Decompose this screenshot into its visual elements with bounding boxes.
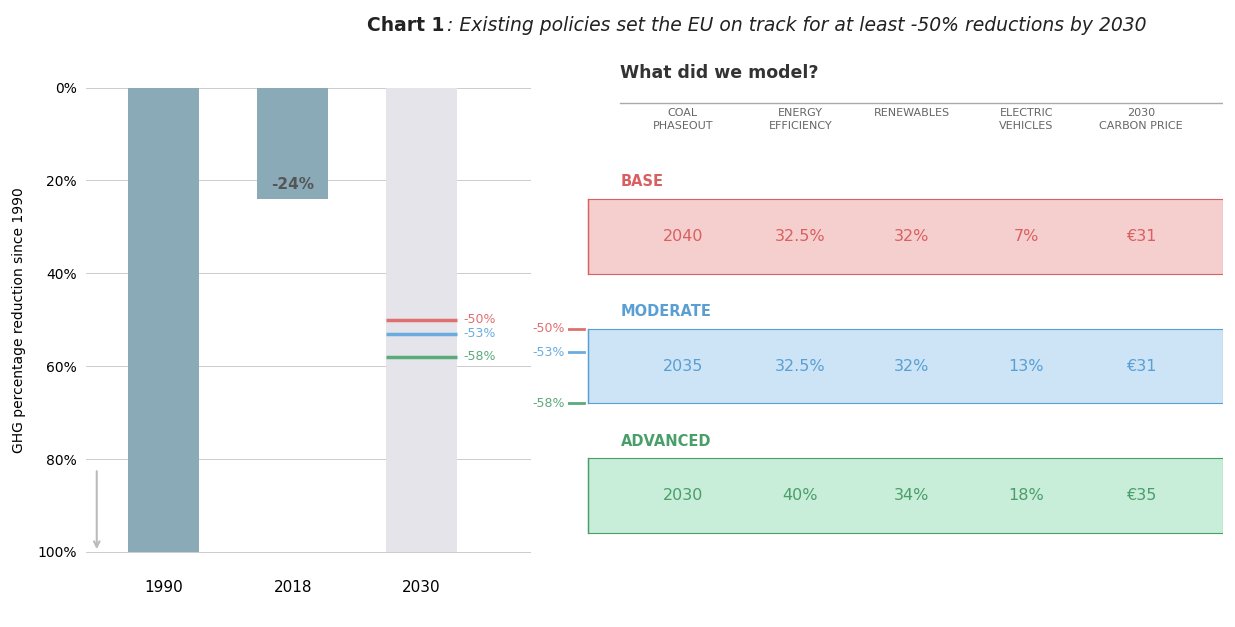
Text: ENERGY
EFFICIENCY: ENERGY EFFICIENCY <box>768 108 832 131</box>
Text: RENEWABLES: RENEWABLES <box>873 108 950 118</box>
Text: €31: €31 <box>1125 359 1156 374</box>
Bar <box>588 458 1223 533</box>
Text: ELECTRIC
VEHICLES: ELECTRIC VEHICLES <box>999 108 1053 131</box>
Text: 32.5%: 32.5% <box>776 359 826 374</box>
Text: -58%: -58% <box>463 350 496 364</box>
Text: -53%: -53% <box>463 327 495 340</box>
Text: 2030: 2030 <box>662 488 703 503</box>
Text: ADVANCED: ADVANCED <box>620 434 711 449</box>
Bar <box>387 88 457 552</box>
Text: 7%: 7% <box>1014 229 1039 244</box>
Bar <box>257 88 329 199</box>
Text: 34%: 34% <box>894 488 930 503</box>
Text: 32%: 32% <box>894 229 930 244</box>
Text: -50%: -50% <box>463 314 496 326</box>
Text: -50%: -50% <box>532 322 564 335</box>
Text: 2035: 2035 <box>662 359 703 374</box>
Text: 2030
CARBON PRICE: 2030 CARBON PRICE <box>1099 108 1183 131</box>
Text: MODERATE: MODERATE <box>620 304 711 319</box>
Text: €31: €31 <box>1125 229 1156 244</box>
Text: COAL
PHASEOUT: COAL PHASEOUT <box>652 108 713 131</box>
Text: BASE: BASE <box>620 174 663 189</box>
Bar <box>128 88 199 552</box>
Text: 13%: 13% <box>1009 359 1044 374</box>
Text: 32%: 32% <box>894 359 930 374</box>
Bar <box>588 329 1223 403</box>
Text: : Existing policies set the EU on track for at least -50% reductions by 2030: : Existing policies set the EU on track … <box>447 16 1146 34</box>
Text: €35: €35 <box>1125 488 1156 503</box>
Text: -58%: -58% <box>532 397 564 410</box>
Text: 18%: 18% <box>1009 488 1044 503</box>
Text: -24%: -24% <box>272 177 314 192</box>
Text: 40%: 40% <box>783 488 819 503</box>
Text: What did we model?: What did we model? <box>620 64 819 82</box>
Y-axis label: GHG percentage reduction since 1990: GHG percentage reduction since 1990 <box>12 187 26 453</box>
Text: 2040: 2040 <box>662 229 703 244</box>
Text: 32.5%: 32.5% <box>776 229 826 244</box>
Bar <box>588 199 1223 273</box>
Text: Chart 1: Chart 1 <box>367 16 445 34</box>
Text: -53%: -53% <box>532 345 564 359</box>
